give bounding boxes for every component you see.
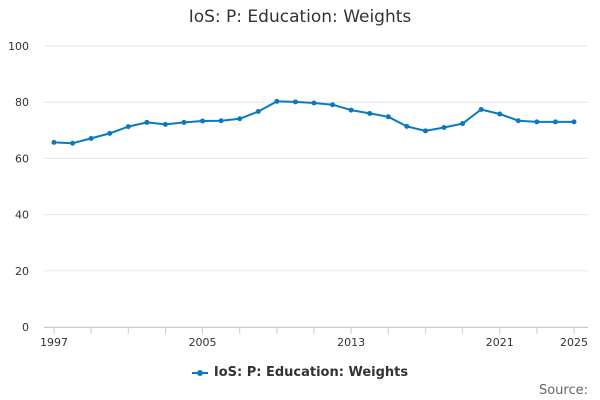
data-point-2004[interactable]: [181, 119, 187, 125]
data-point-2008[interactable]: [255, 108, 261, 114]
legend-label: IoS: P: Education: Weights: [213, 365, 409, 380]
grid-lines: [44, 45, 588, 328]
x-tick-label: 2025: [560, 336, 588, 349]
data-point-2015[interactable]: [385, 114, 391, 120]
data-point-2000[interactable]: [107, 130, 113, 136]
x-tick-label: 2013: [337, 336, 365, 349]
data-point-2017[interactable]: [422, 128, 428, 134]
legend-item[interactable]: IoS: P: Education: Weights: [191, 365, 409, 380]
data-point-2014[interactable]: [367, 110, 373, 116]
data-point-2003[interactable]: [162, 121, 168, 127]
y-tick-label: 80: [15, 96, 29, 109]
data-point-2018[interactable]: [441, 124, 447, 130]
data-point-2007[interactable]: [237, 116, 243, 122]
data-point-2016[interactable]: [404, 123, 410, 129]
data-point-2009[interactable]: [274, 98, 280, 104]
data-point-2024[interactable]: [552, 119, 558, 125]
data-point-2011[interactable]: [311, 100, 317, 106]
y-tick-label: 100: [8, 40, 29, 53]
y-tick-label: 60: [15, 152, 29, 165]
legend[interactable]: IoS: P: Education: Weights: [0, 365, 600, 382]
x-axis-tick-labels: 1997 2005 2013 2021 2025: [40, 336, 588, 349]
data-point-2001[interactable]: [125, 124, 131, 130]
series-line: [53, 100, 575, 145]
legend-series-icon: [191, 368, 208, 378]
data-point-2020[interactable]: [478, 107, 484, 113]
data-point-1997[interactable]: [51, 139, 57, 145]
data-point-1999[interactable]: [88, 135, 94, 141]
y-tick-label: 20: [15, 265, 29, 278]
data-point-2002[interactable]: [144, 119, 150, 125]
data-point-2006[interactable]: [218, 118, 224, 124]
data-point-2021[interactable]: [497, 111, 503, 117]
x-axis: [44, 327, 588, 334]
data-point-2012[interactable]: [330, 102, 336, 108]
x-tick-label: 2005: [189, 336, 217, 349]
data-point-2022[interactable]: [515, 118, 521, 124]
data-point-2013[interactable]: [348, 107, 354, 113]
source-label: Source:: [538, 383, 588, 398]
chart-title: IoS: P: Education: Weights: [188, 7, 412, 27]
data-point-1998[interactable]: [70, 140, 76, 146]
data-point-2025[interactable]: [571, 119, 577, 125]
x-tick-label: 2021: [486, 336, 514, 349]
x-tick-label: 1997: [40, 336, 68, 349]
data-point-2005[interactable]: [200, 118, 206, 124]
y-tick-label: 0: [22, 321, 29, 334]
series-layer: [51, 98, 577, 146]
data-point-2023[interactable]: [534, 119, 540, 125]
y-tick-label: 40: [15, 209, 29, 222]
data-point-2010[interactable]: [292, 99, 298, 105]
y-axis-tick-labels: 0 20 40 60 80 100: [8, 40, 29, 334]
data-point-2019[interactable]: [460, 121, 466, 127]
